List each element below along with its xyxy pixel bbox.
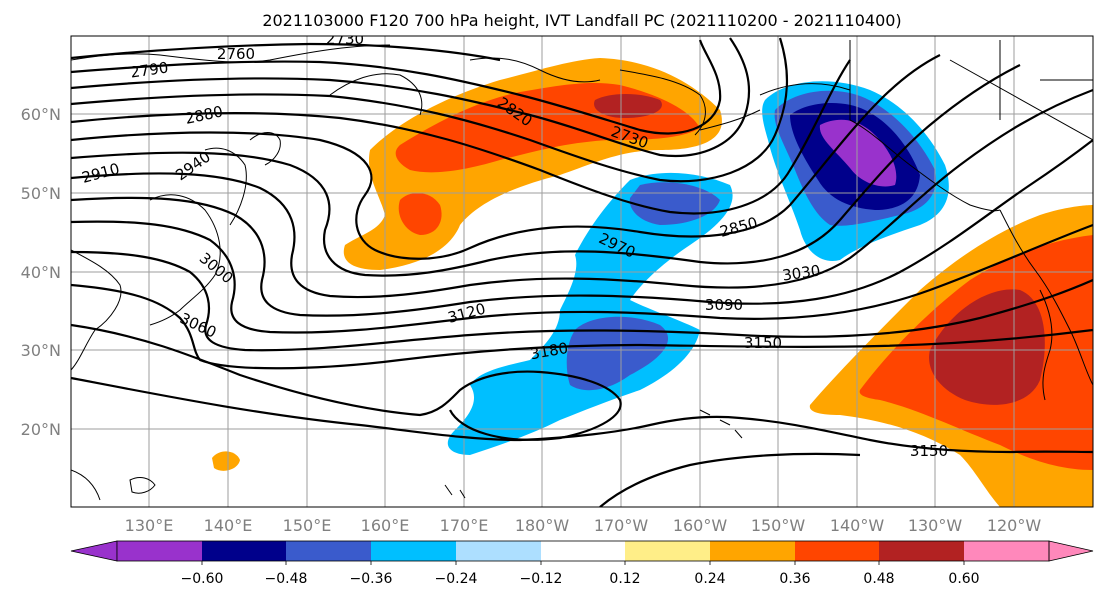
colorbar-tick-label: 0.60 [948, 571, 979, 587]
lon-label: 170°W [594, 516, 649, 535]
lon-label: 140°E [204, 516, 253, 535]
lat-label: 20°N [21, 420, 61, 439]
lat-label: 30°N [21, 341, 61, 360]
colorbar-segment [1048, 540, 1094, 562]
latitude-labels: 60°N 50°N 40°N 30°N 20°N [21, 105, 61, 439]
colorbar-tick-label: −0.12 [520, 571, 563, 587]
colorbar-segment [286, 541, 371, 561]
lon-label: 160°W [673, 516, 728, 535]
colorbar-tick-label: 0.36 [779, 571, 810, 587]
lon-label: 160°E [361, 516, 410, 535]
colorbar-segment [70, 540, 118, 562]
negative-anomaly-central [447, 172, 733, 455]
colorbar-tick-label: −0.36 [350, 571, 393, 587]
contour-label: 3150 [910, 442, 948, 460]
colorbar-tick-label: −0.60 [181, 571, 224, 587]
negative-anomaly-central-mid2 [566, 316, 669, 391]
lon-label: 170°E [440, 516, 489, 535]
lon-label: 130°W [908, 516, 963, 535]
colorbar-outline [116, 540, 1050, 562]
contour-label: 2730 [326, 30, 364, 48]
colorbar-segment [879, 541, 964, 561]
map-frame [70, 35, 1094, 508]
colorbar-segment [710, 541, 795, 561]
positive-anomaly-small-island [212, 451, 240, 471]
colorbar-segment [625, 541, 710, 561]
lon-label: 180°W [515, 516, 570, 535]
height-contours [71, 37, 1093, 507]
contour-label: 3150 [744, 334, 782, 352]
longitude-labels: 130°E 140°E 150°E 160°E 170°E 180°W 170°… [125, 516, 1042, 535]
lon-label: 150°W [751, 516, 806, 535]
contour-label: 2760 [217, 45, 255, 63]
colorbar-segment [795, 541, 879, 561]
negative-anomaly-alaska-peak [819, 119, 897, 187]
colorbar-segment [202, 541, 286, 561]
colorbar-ticks [201, 561, 965, 565]
colorbar-segment [117, 541, 202, 561]
lon-label: 120°W [987, 516, 1042, 535]
colorbar-segment [541, 541, 625, 561]
lat-label: 50°N [21, 184, 61, 203]
contour-label: 2790 [129, 58, 169, 81]
colorbar-tick-label: 0.12 [609, 571, 640, 587]
colorbar-tick-label: −0.48 [265, 571, 308, 587]
colorbar-segment [456, 541, 541, 561]
map-content: 2730 2760 2790 2820 2730 2880 2910 2940 … [71, 30, 1093, 507]
positive-anomaly-east-lobe-peak [929, 289, 1045, 405]
lon-label: 140°W [830, 516, 885, 535]
colorbar-tick-label: −0.24 [435, 571, 478, 587]
positive-anomaly-north-band-peak [594, 94, 662, 118]
contour-label: 3030 [781, 261, 821, 284]
colorbar-tick-label: 0.24 [694, 571, 725, 587]
lat-label: 40°N [21, 263, 61, 282]
lon-label: 130°E [125, 516, 174, 535]
contour-label: 3090 [705, 296, 743, 314]
colorbar-tick-label: 0.48 [863, 571, 894, 587]
lon-label: 150°E [283, 516, 332, 535]
colorbar-segment [371, 541, 456, 561]
colorbar: −0.60 −0.48 −0.36 −0.24 −0.12 0.12 0.24 … [70, 540, 1094, 587]
positive-anomaly-north-band-core2 [398, 193, 442, 235]
lat-label: 60°N [21, 105, 61, 124]
map-title: 2021103000 F120 700 hPa height, IVT Land… [262, 11, 901, 30]
colorbar-segment [964, 541, 1049, 561]
